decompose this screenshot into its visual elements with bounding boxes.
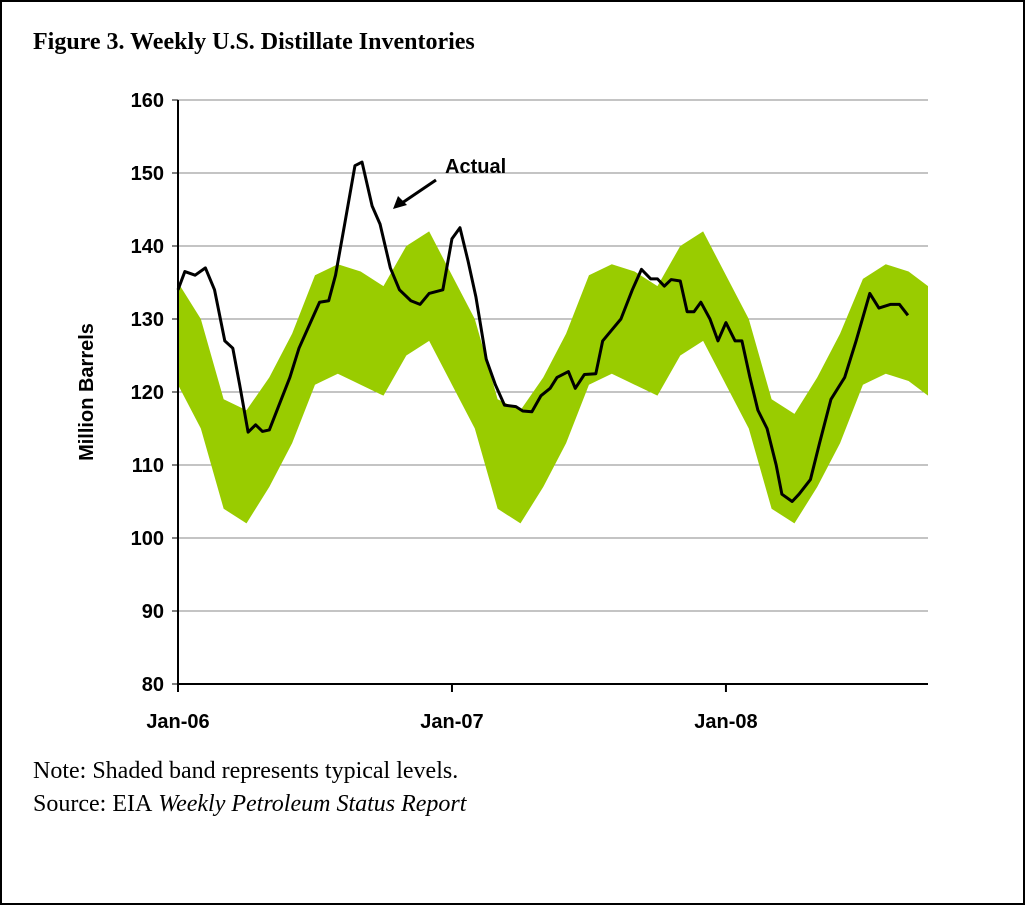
note: Note: Shaded band represents typical lev…: [33, 758, 458, 784]
y-tick-label: 110: [132, 455, 164, 477]
y-tick-label: 120: [131, 382, 164, 404]
y-tick-label: 80: [142, 674, 164, 696]
x-tick-label: Jan-07: [420, 711, 483, 733]
y-tick-label: 150: [131, 163, 164, 185]
y-tick-label: 130: [131, 309, 164, 331]
plot-area: 80 90 100 110 120 130 140 150 160 Jan-06 Jan-07 Jan…: [131, 90, 928, 733]
y-tick-label: 140: [131, 236, 164, 258]
arrow-head: [393, 196, 407, 209]
source-prefix: Source: EIA: [33, 791, 153, 817]
source: Source: EIA Weekly Petroleum Status Repor…: [33, 791, 468, 817]
annotation-arrow: [401, 178, 437, 205]
y-tick-label: 160: [131, 90, 164, 112]
y-tick-label: 100: [131, 528, 164, 550]
actual-line: [176, 160, 910, 503]
x-tick-label: Jan-06: [146, 711, 209, 733]
source-title: Weekly Petroleum Status Report: [158, 791, 467, 817]
annotation: Actual: [445, 156, 506, 178]
x-tick-label: Jan-08: [694, 711, 757, 733]
typical-band: [178, 231, 928, 524]
chart-title: Figure 3. Weekly U.S. Distillate Invento…: [33, 29, 475, 55]
y-axis-label: Million Barrels: [76, 323, 98, 461]
y-tick-label: 90: [142, 601, 164, 623]
